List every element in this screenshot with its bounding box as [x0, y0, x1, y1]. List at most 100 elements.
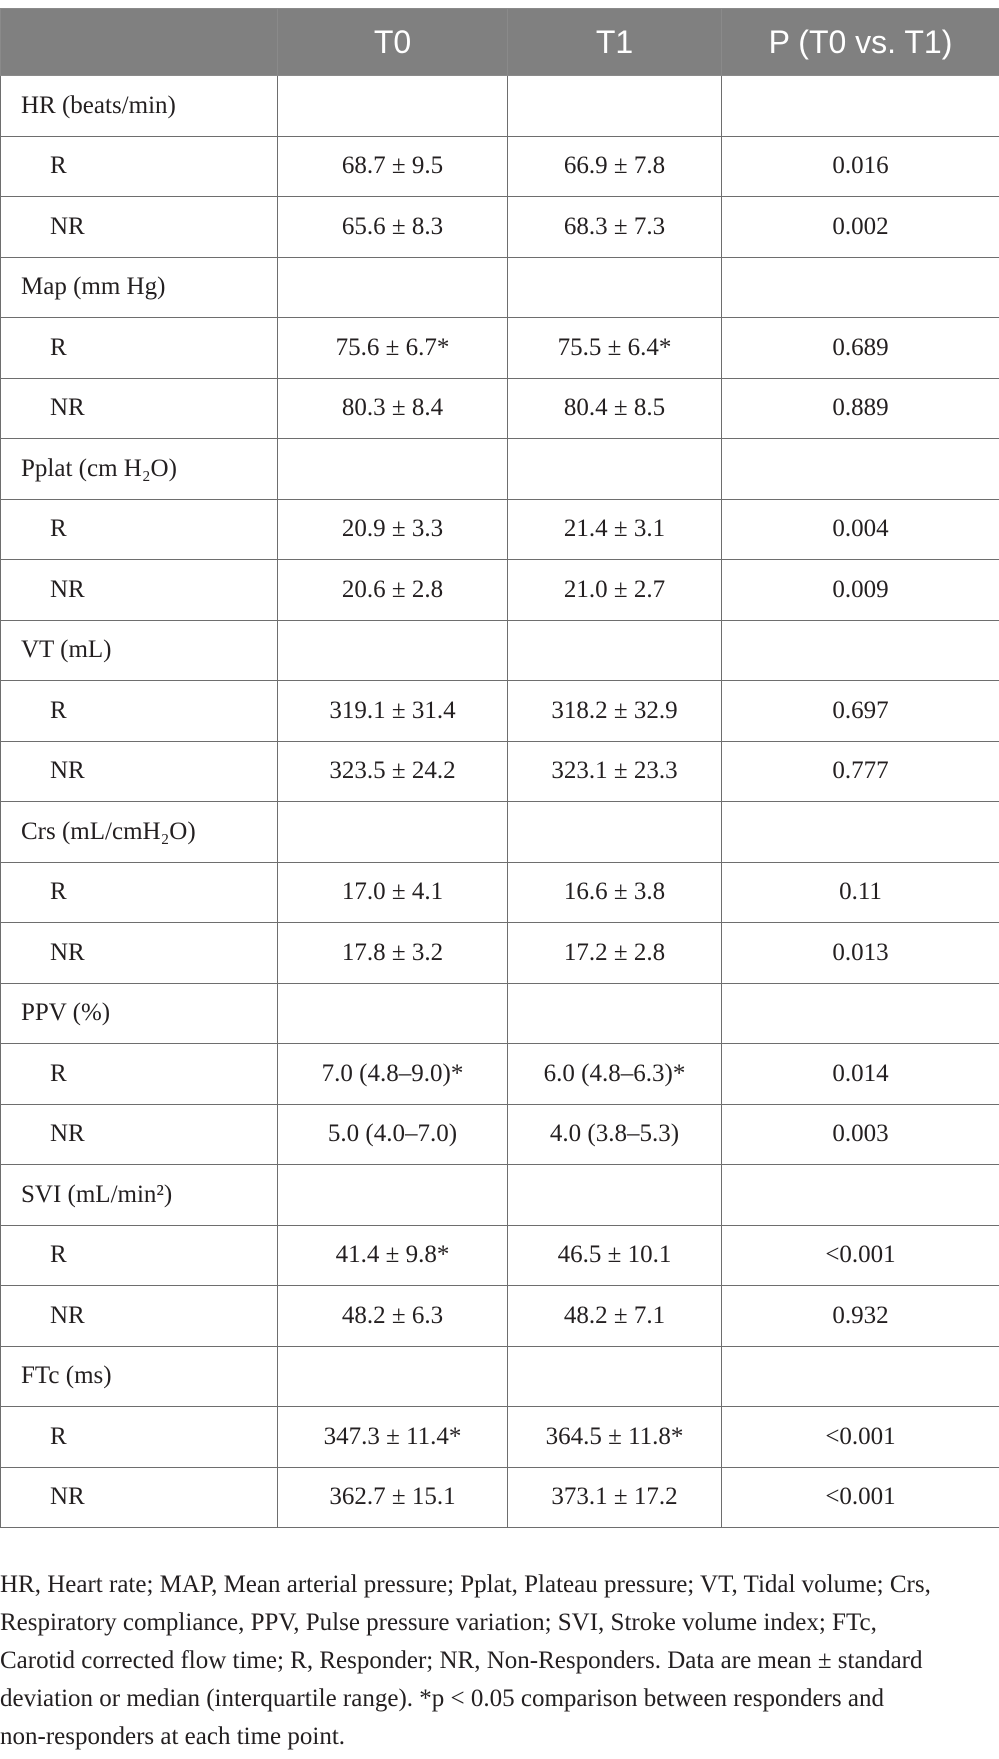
group-cell: NR [0, 922, 278, 984]
p-value-cell: 0.697 [721, 680, 999, 742]
group-cell: NR [0, 1103, 278, 1165]
empty-cell [277, 1164, 508, 1226]
group-cell: R [0, 317, 278, 379]
footnote-line: deviation or median (interquartile range… [0, 1685, 884, 1712]
table-group-row: Pplat (cm H₂O) [0, 438, 999, 500]
empty-cell [721, 75, 999, 137]
empty-cell [507, 982, 722, 1044]
table-header-row: T0 T1 P (T0 vs. T1) [0, 8, 999, 76]
p-value-cell: <0.001 [721, 1406, 999, 1468]
table-row: NR 65.6 ± 8.3 68.3 ± 7.3 0.002 [0, 196, 999, 258]
variable-label: VT (mL) [0, 619, 278, 681]
empty-cell [721, 619, 999, 681]
empty-cell [721, 801, 999, 863]
table-group-row: Map (mm Hg) [0, 256, 999, 318]
group-cell: NR [0, 377, 278, 439]
p-value-cell: 0.11 [721, 861, 999, 923]
empty-cell [507, 75, 722, 137]
table-group-row: VT (mL) [0, 619, 999, 681]
footnote-line: HR, Heart rate; MAP, Mean arterial press… [0, 1571, 931, 1598]
t1-cell: 66.9 ± 7.8 [507, 135, 722, 197]
t1-cell: 6.0 (4.8–6.3)* [507, 1043, 722, 1105]
table-group-row: PPV (%) [0, 982, 999, 1044]
group-cell: NR [0, 559, 278, 621]
header-empty [0, 8, 278, 76]
empty-cell [507, 1164, 722, 1226]
t1-cell: 16.6 ± 3.8 [507, 861, 722, 923]
p-value-cell: <0.001 [721, 1224, 999, 1286]
t1-cell: 17.2 ± 2.8 [507, 922, 722, 984]
empty-cell [277, 801, 508, 863]
t0-cell: 80.3 ± 8.4 [277, 377, 508, 439]
table-row: NR 323.5 ± 24.2 323.1 ± 23.3 0.777 [0, 740, 999, 802]
table-footnote: HR, Heart rate; MAP, Mean arterial press… [0, 1566, 999, 1756]
t0-cell: 65.6 ± 8.3 [277, 196, 508, 258]
table-row: R 7.0 (4.8–9.0)* 6.0 (4.8–6.3)* 0.014 [0, 1043, 999, 1105]
empty-cell [507, 438, 722, 500]
p-value-cell: 0.889 [721, 377, 999, 439]
empty-cell [507, 619, 722, 681]
t0-cell: 347.3 ± 11.4* [277, 1406, 508, 1468]
table-row: R 20.9 ± 3.3 21.4 ± 3.1 0.004 [0, 498, 999, 560]
empty-cell [721, 982, 999, 1044]
p-value-cell: 0.004 [721, 498, 999, 560]
header-t1: T1 [507, 8, 722, 76]
group-cell: NR [0, 196, 278, 258]
table-row: R 41.4 ± 9.8* 46.5 ± 10.1 <0.001 [0, 1224, 999, 1286]
t1-cell: 323.1 ± 23.3 [507, 740, 722, 802]
empty-cell [507, 1345, 722, 1407]
group-cell: R [0, 498, 278, 560]
t0-cell: 323.5 ± 24.2 [277, 740, 508, 802]
table-row: R 75.6 ± 6.7* 75.5 ± 6.4* 0.689 [0, 317, 999, 379]
table-row: R 347.3 ± 11.4* 364.5 ± 11.8* <0.001 [0, 1406, 999, 1468]
table-group-row: HR (beats/min) [0, 75, 999, 137]
results-table: T0 T1 P (T0 vs. T1) HR (beats/min) R 68.7 … [0, 8, 999, 1528]
empty-cell [277, 75, 508, 137]
group-cell: R [0, 1406, 278, 1468]
empty-cell [721, 1345, 999, 1407]
empty-cell [277, 1345, 508, 1407]
group-cell: R [0, 861, 278, 923]
t1-cell: 364.5 ± 11.8* [507, 1406, 722, 1468]
empty-cell [721, 438, 999, 500]
p-value-cell: 0.689 [721, 317, 999, 379]
table-row: NR 20.6 ± 2.8 21.0 ± 2.7 0.009 [0, 559, 999, 621]
p-value-cell: 0.932 [721, 1285, 999, 1347]
p-value-cell: 0.014 [721, 1043, 999, 1105]
p-value-cell: <0.001 [721, 1466, 999, 1528]
t1-cell: 21.4 ± 3.1 [507, 498, 722, 560]
empty-cell [507, 801, 722, 863]
header-p-value: P (T0 vs. T1) [721, 8, 999, 76]
table-group-row: FTc (ms) [0, 1345, 999, 1407]
p-value-cell: 0.016 [721, 135, 999, 197]
t0-cell: 319.1 ± 31.4 [277, 680, 508, 742]
table-row: NR 362.7 ± 15.1 373.1 ± 17.2 <0.001 [0, 1466, 999, 1528]
table-row: R 68.7 ± 9.5 66.9 ± 7.8 0.016 [0, 135, 999, 197]
table-row: R 17.0 ± 4.1 16.6 ± 3.8 0.11 [0, 861, 999, 923]
group-cell: NR [0, 1466, 278, 1528]
table-row: NR 5.0 (4.0–7.0) 4.0 (3.8–5.3) 0.003 [0, 1103, 999, 1165]
table-group-row: Crs (mL/cmH₂O) [0, 801, 999, 863]
t1-cell: 21.0 ± 2.7 [507, 559, 722, 621]
table-row: NR 48.2 ± 6.3 48.2 ± 7.1 0.932 [0, 1285, 999, 1347]
empty-cell [277, 619, 508, 681]
p-value-cell: 0.002 [721, 196, 999, 258]
empty-cell [721, 1164, 999, 1226]
table-group-row: SVI (mL/min²) [0, 1164, 999, 1226]
group-cell: R [0, 680, 278, 742]
t0-cell: 48.2 ± 6.3 [277, 1285, 508, 1347]
empty-cell [277, 982, 508, 1044]
footnote-line: Carotid corrected flow time; R, Responde… [0, 1647, 923, 1674]
header-t0: T0 [277, 8, 508, 76]
t0-cell: 362.7 ± 15.1 [277, 1466, 508, 1528]
group-cell: R [0, 1224, 278, 1286]
t1-cell: 80.4 ± 8.5 [507, 377, 722, 439]
variable-label: Map (mm Hg) [0, 256, 278, 318]
t0-cell: 41.4 ± 9.8* [277, 1224, 508, 1286]
t0-cell: 17.0 ± 4.1 [277, 861, 508, 923]
variable-label: FTc (ms) [0, 1345, 278, 1407]
empty-cell [277, 438, 508, 500]
t1-cell: 48.2 ± 7.1 [507, 1285, 722, 1347]
table-row: R 319.1 ± 31.4 318.2 ± 32.9 0.697 [0, 680, 999, 742]
footnote-line: Respiratory compliance, PPV, Pulse press… [0, 1609, 877, 1636]
